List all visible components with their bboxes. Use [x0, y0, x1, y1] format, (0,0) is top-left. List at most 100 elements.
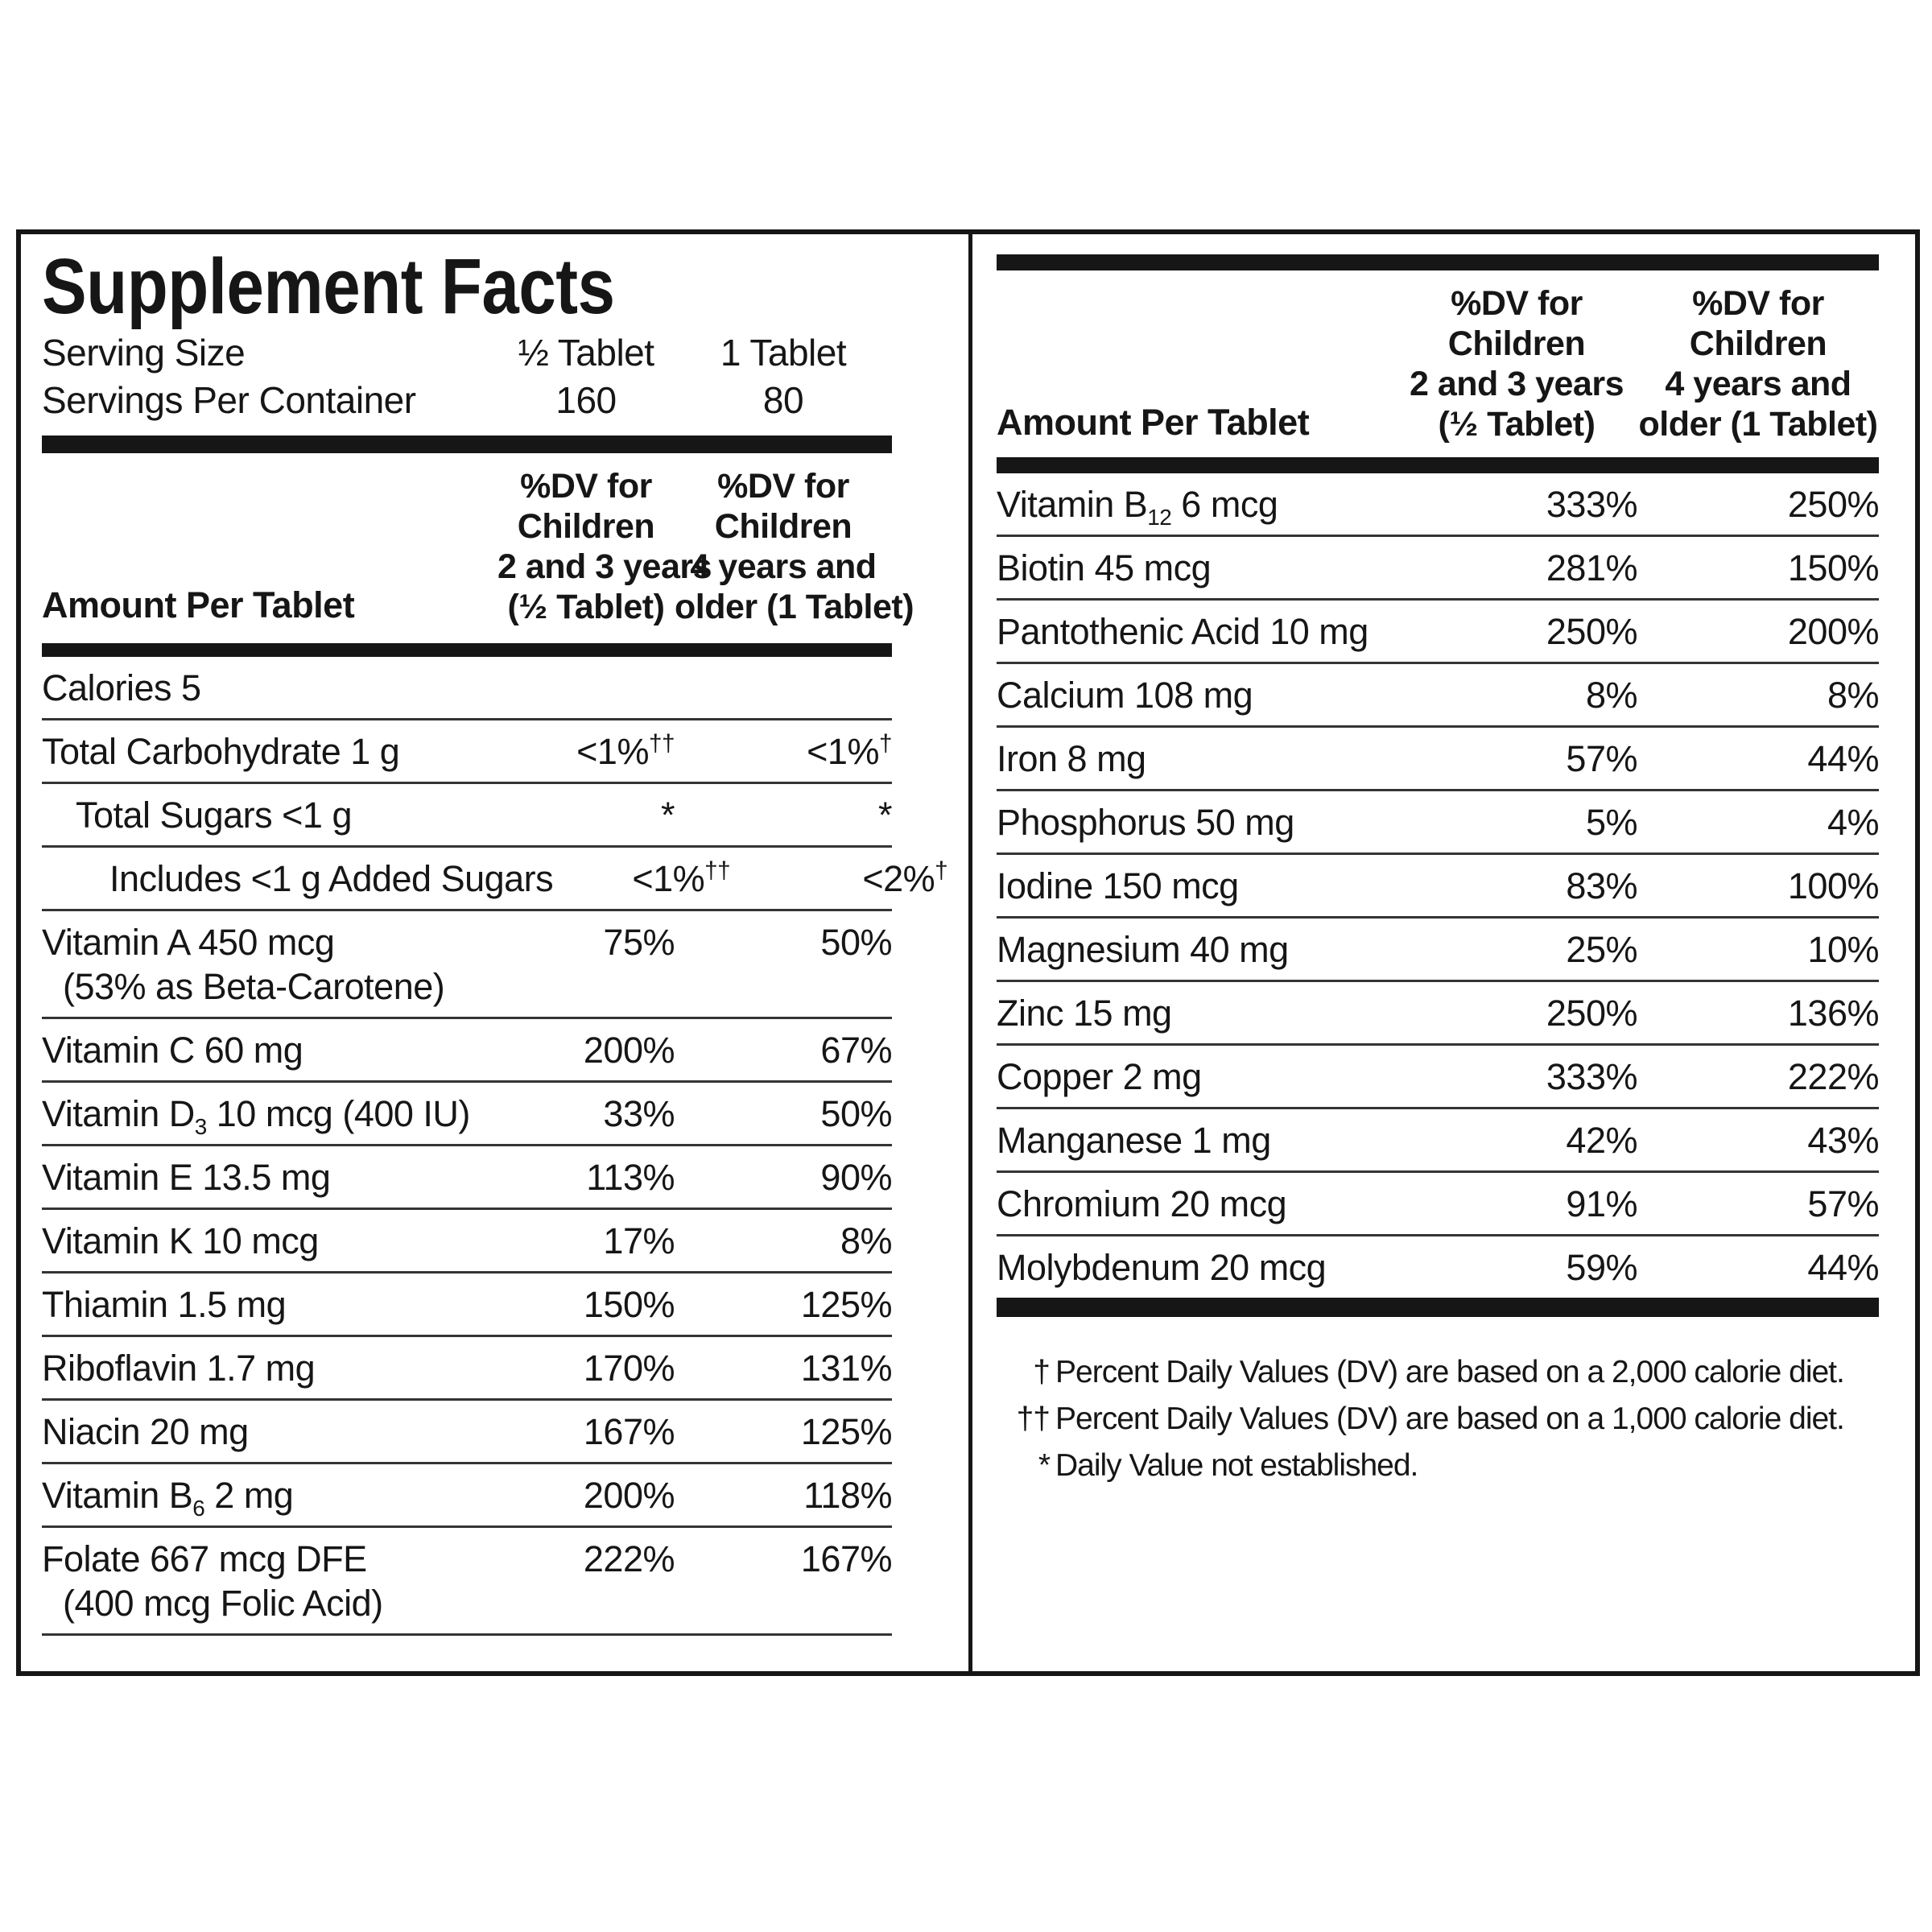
thick-rule: [42, 436, 892, 453]
row-label: Phosphorus 50 mg: [997, 802, 1294, 843]
left-nutrient-table: Calories 5 Total Carbohydrate 1 g <1%†† <1%…: [42, 657, 948, 1636]
row-value-col2: 118%: [803, 1475, 892, 1516]
table-row: Riboflavin 1.7 mg 170% 131%: [42, 1335, 893, 1398]
row-label: Vitamin D3 10 mcg (400 IU): [42, 1093, 470, 1139]
left-table-header: Amount Per Tablet %DV for Children 2 and…: [42, 466, 914, 627]
double-dagger-marker: ††: [1016, 1402, 1051, 1436]
row-value-col2: 136%: [1787, 993, 1880, 1034]
table-row: Total Sugars <1 g * *: [42, 782, 893, 845]
row-value-col1: 200%: [583, 1030, 675, 1071]
row-value-col1: <1%††: [576, 730, 675, 772]
row-label: Vitamin K 10 mcg: [42, 1220, 319, 1261]
row-value-col1: 250%: [1546, 993, 1638, 1034]
row-label: Vitamin C 60 mg: [42, 1030, 303, 1071]
row-label: Biotin 45 mcg: [997, 547, 1212, 588]
row-value-col1: 59%: [1566, 1247, 1637, 1288]
table-row: Vitamin E 13.5 mg 113% 90%: [42, 1144, 893, 1208]
amount-per-tablet-header: Amount Per Tablet: [42, 584, 355, 625]
row-label: Vitamin A 450 mcg (53% as Beta-Carotene): [42, 920, 497, 1009]
row-value-col2: 8%: [840, 1220, 893, 1261]
row-value-col1: *: [660, 795, 675, 836]
table-row: Copper 2 mg 333% 222%: [997, 1043, 1880, 1107]
row-value-col1: 170%: [583, 1348, 675, 1389]
footnote-text: Daily Value not established.: [1055, 1448, 1418, 1483]
row-label: Manganese 1 mg: [997, 1120, 1271, 1161]
row-label: Niacin 20 mg: [42, 1411, 249, 1452]
row-value-col1: 8%: [1585, 675, 1638, 716]
footnote-text: Percent Daily Values (DV) are based on a…: [1055, 1402, 1845, 1436]
row-value-col2: 57%: [1807, 1183, 1879, 1224]
row-value-col1: 25%: [1566, 929, 1637, 970]
supplement-facts-panel: Supplement Facts Serving Size ½ Tablet 1…: [16, 229, 1920, 1676]
thick-rule: [42, 643, 892, 657]
row-value-col2: 44%: [1807, 1247, 1879, 1288]
table-row: Vitamin C 60 mg 200% 67%: [42, 1017, 893, 1080]
row-value-col2: 100%: [1787, 865, 1880, 906]
serving-size-label: Serving Size: [42, 332, 246, 374]
servings-per-container-label: Servings Per Container: [42, 379, 416, 421]
row-value-col1: 167%: [583, 1411, 675, 1452]
table-row: Chromium 20 mcg 91% 57%: [997, 1170, 1880, 1234]
table-row: Magnesium 40 mg 25% 10%: [997, 916, 1880, 980]
table-row: Molybdenum 20 mcg 59% 44%: [997, 1234, 1880, 1298]
table-row: Zinc 15 mg 250% 136%: [997, 980, 1880, 1043]
row-value-col1: 250%: [1546, 611, 1638, 652]
row-label: Iron 8 mg: [997, 738, 1146, 779]
thick-rule: [997, 1298, 1879, 1317]
footnote-1000-calorie: †† Percent Daily Values (DV) are based o…: [997, 1399, 1879, 1439]
table-row: Iron 8 mg 57% 44%: [997, 725, 1880, 789]
row-value-col2: 200%: [1787, 611, 1880, 652]
row-note: (53% as Beta-Carotene): [63, 966, 445, 1007]
row-value-col1: 333%: [1546, 1056, 1638, 1097]
row-value-col2: 44%: [1807, 738, 1879, 779]
row-value-col2: 50%: [820, 1093, 892, 1134]
table-row: Vitamin D3 10 mcg (400 IU) 33% 50%: [42, 1080, 893, 1144]
footnote-2000-calorie: † Percent Daily Values (DV) are based on…: [997, 1352, 1879, 1392]
right-table-header: Amount Per Tablet %DV for Children 2 and…: [997, 283, 1879, 444]
row-label: Total Sugars <1 g: [76, 795, 352, 836]
row-value-col1: 33%: [603, 1093, 675, 1134]
row-value-col1: 200%: [583, 1475, 675, 1516]
table-row: Vitamin B6 2 mg 200% 118%: [42, 1462, 893, 1525]
footnote-dv-not-established: * Daily Value not established.: [997, 1446, 1879, 1485]
table-row: Iodine 150 mcg 83% 100%: [997, 852, 1880, 916]
panel-title: Supplement Facts: [42, 242, 615, 330]
row-value-col1: <1%††: [632, 857, 731, 899]
dv-children-4-older-header: %DV for Children 4 years and older (1 Ta…: [675, 467, 914, 626]
row-value-col2: <2%†: [862, 857, 948, 899]
row-value-col1: 91%: [1566, 1183, 1637, 1224]
row-label: Total Carbohydrate 1 g: [42, 731, 400, 772]
thick-rule: [997, 254, 1879, 270]
table-row: Calcium 108 mg 8% 8%: [997, 662, 1880, 725]
table-row: Vitamin A 450 mcg (53% as Beta-Carotene) 7…: [42, 909, 893, 1017]
row-value-col1: 150%: [583, 1284, 675, 1325]
row-value-col1: 281%: [1546, 547, 1638, 588]
row-value-col1: 333%: [1546, 484, 1638, 525]
serving-size-one-tablet: 1 Tablet: [720, 332, 847, 374]
table-row: Phosphorus 50 mg 5% 4%: [997, 789, 1880, 852]
right-nutrient-table: Vitamin B12 6 mcg 333% 250% Biotin 45 mcg 28…: [997, 473, 1880, 1298]
row-value-col1: 17%: [603, 1220, 675, 1261]
row-value-col2: 50%: [820, 922, 892, 963]
row-label: Riboflavin 1.7 mg: [42, 1348, 316, 1389]
row-value-col2: 90%: [820, 1157, 892, 1198]
table-row: Vitamin B12 6 mcg 333% 250%: [997, 473, 1880, 535]
row-value-col1: 222%: [583, 1538, 675, 1579]
footnote-text: Percent Daily Values (DV) are based on a…: [1055, 1355, 1845, 1389]
thick-rule: [997, 457, 1879, 473]
row-value-col2: <1%†: [807, 730, 892, 772]
row-label: Vitamin E 13.5 mg: [42, 1157, 331, 1198]
table-row: Manganese 1 mg 42% 43%: [997, 1107, 1880, 1170]
row-label: Chromium 20 mcg: [997, 1183, 1287, 1224]
table-row: Biotin 45 mcg 281% 150%: [997, 535, 1880, 598]
table-row: Includes <1 g Added Sugars <1%†† <2%†: [42, 845, 948, 909]
row-value-col1: 5%: [1585, 802, 1638, 843]
serving-size-half-tablet: ½ Tablet: [518, 332, 654, 374]
row-label: Calcium 108 mg: [997, 675, 1253, 716]
row-value-col2: 125%: [800, 1284, 893, 1325]
dv-children-2-3-header: %DV for Children 2 and 3 years (½ Tablet…: [1409, 284, 1624, 444]
row-value-col2: 67%: [820, 1030, 892, 1071]
row-value-col2: 125%: [800, 1411, 893, 1452]
row-value-col2: 131%: [800, 1348, 893, 1389]
row-value-col1: 75%: [603, 922, 675, 963]
